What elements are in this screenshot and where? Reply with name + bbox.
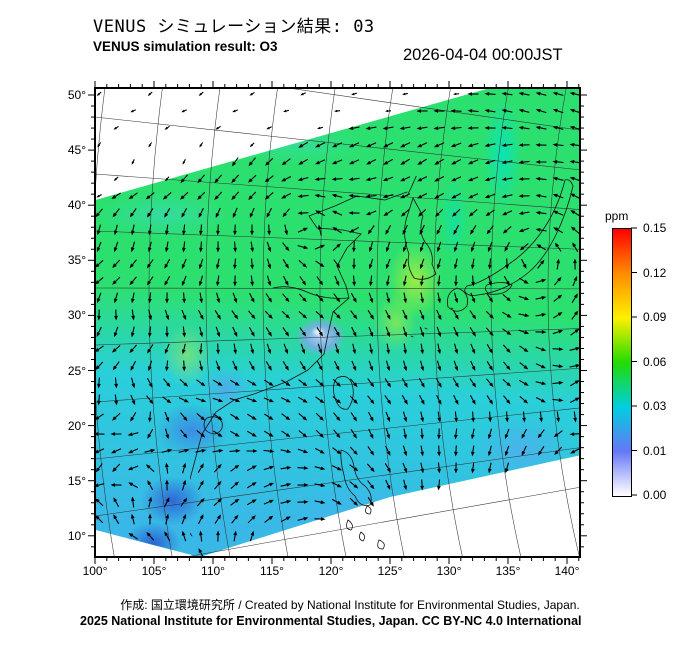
colorbar-tick-label: 0.09 bbox=[643, 310, 667, 324]
map-plot-area bbox=[95, 88, 580, 557]
lat-tick-label: 45° bbox=[67, 143, 86, 158]
lon-tick-label: 120° bbox=[318, 564, 344, 578]
colorbar-tick-label: 0.03 bbox=[643, 399, 667, 413]
license-line: 2025 National Institute for Environmenta… bbox=[80, 614, 582, 628]
lon-tick-label: 140° bbox=[554, 564, 580, 578]
lat-tick-label: 30° bbox=[67, 308, 86, 323]
lat-tick-label: 25° bbox=[67, 363, 86, 378]
page-title-japanese: VENUS シミュレーション結果: 03 bbox=[93, 17, 375, 37]
page-title-english: VENUS simulation result: O3 bbox=[93, 39, 278, 54]
colorbar-tick-label: 0.01 bbox=[643, 443, 667, 458]
lon-tick-label: 135° bbox=[495, 564, 521, 578]
lat-tick-label: 10° bbox=[67, 528, 86, 543]
lon-tick-label: 110° bbox=[201, 564, 225, 578]
lat-tick-label: 35° bbox=[67, 253, 86, 268]
lon-tick-label: 125° bbox=[377, 564, 403, 578]
lon-tick-label: 130° bbox=[436, 564, 462, 578]
lat-tick-label: 15° bbox=[67, 473, 86, 488]
lon-tick-label: 100° bbox=[82, 564, 108, 578]
lat-tick-label: 20° bbox=[67, 418, 86, 433]
lat-tick-label: 40° bbox=[67, 198, 86, 213]
colorbar-tick-label: 0.06 bbox=[643, 354, 667, 369]
colorbar-tick-label: 0.15 bbox=[643, 221, 667, 235]
colorbar-tick-label: 0.12 bbox=[643, 265, 667, 280]
colorbar-tick-label: 0.00 bbox=[643, 488, 667, 502]
lon-tick-label: 105° bbox=[141, 564, 167, 578]
timestamp-label: 2026-04-04 00:00JST bbox=[403, 46, 563, 64]
colorbar-unit-label: ppm bbox=[605, 209, 629, 223]
colorbar bbox=[612, 228, 632, 497]
lat-tick-label: 50° bbox=[67, 88, 86, 102]
lon-tick-label: 115° bbox=[260, 564, 284, 578]
credit-line: 作成: 国立環境研究所 / Created by National Instit… bbox=[120, 598, 580, 612]
